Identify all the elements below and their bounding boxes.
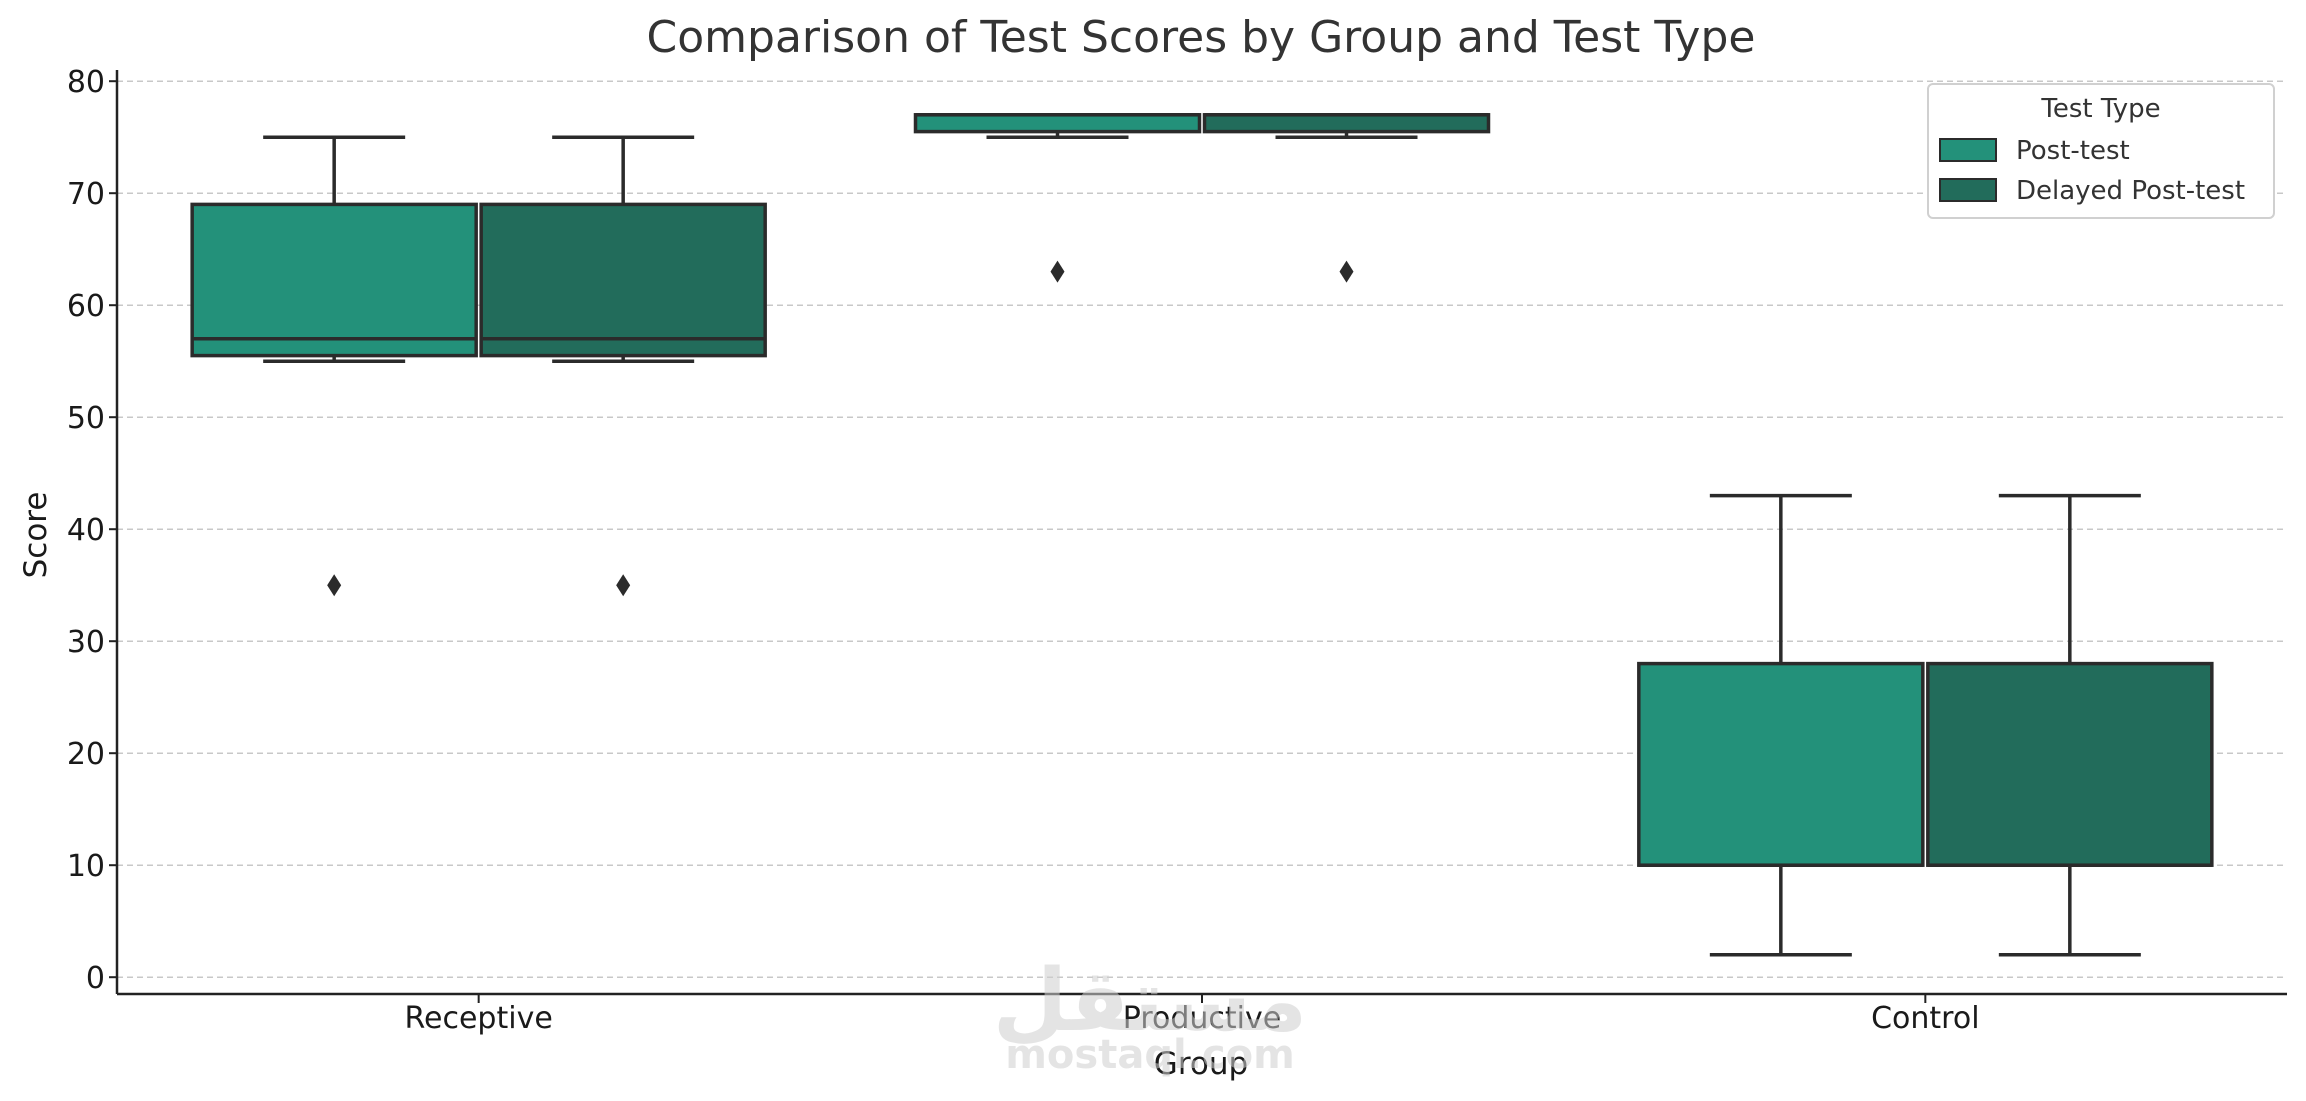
x-tick-label: Receptive [405,1001,553,1036]
boxes-layer [190,113,2214,957]
box-post-test-receptive [190,135,478,597]
x-axis-title: Group [1154,1046,1248,1082]
box-iqr [190,202,478,358]
box-iqr [1202,113,1491,134]
y-tick-label: 50 [67,401,105,436]
legend-swatch [1939,138,1997,162]
y-tick-label: 30 [67,625,105,660]
box-post-test-control [1637,493,1925,957]
y-tick-label: 60 [67,289,105,324]
legend-frame [1927,83,2275,219]
box-iqr [479,202,767,358]
watermark-logo-latin: mostaql.com [1005,1032,1295,1078]
x-tick-label: Control [1871,1001,1979,1036]
y-tick-label: 10 [67,849,105,884]
axes: 0 10 20 30 40 50 60 70 80 Receptive Productive Cont… [67,65,2287,1036]
watermark-logo-arabic: مستقل [993,951,1308,1051]
box-delayed-post-test-productive [1202,113,1491,283]
legend-swatch [1939,178,1997,202]
x-tick-label: Productive [1123,1001,1281,1036]
y-axis-title: Score [18,492,54,579]
outlier-point [327,574,342,597]
outlier-point [1339,260,1354,283]
outlier-point [1050,260,1065,283]
box-iqr [1926,661,2214,867]
watermark: مستقل mostaql.com [993,951,1308,1078]
box-delayed-post-test-receptive [479,135,767,597]
legend: Test Type Post-test Delayed Post-test [1927,83,2275,219]
legend-title: Test Type [2040,94,2160,124]
legend-label: Delayed Post-test [2016,176,2245,206]
y-tick-label: 40 [67,513,105,548]
outlier-point [616,574,631,597]
y-tick-label: 80 [67,65,105,100]
box-delayed-post-test-control [1926,493,2214,957]
grid-lines [117,80,2287,978]
y-tick-label: 70 [67,177,105,212]
y-tick-label: 20 [67,737,105,772]
box-iqr [913,113,1202,134]
chart-title: Comparison of Test Scores by Group and T… [647,12,1756,63]
box-post-test-productive [913,113,1202,283]
y-tick-label: 0 [86,961,105,996]
legend-label: Post-test [2016,136,2130,166]
box-iqr [1637,661,1925,867]
